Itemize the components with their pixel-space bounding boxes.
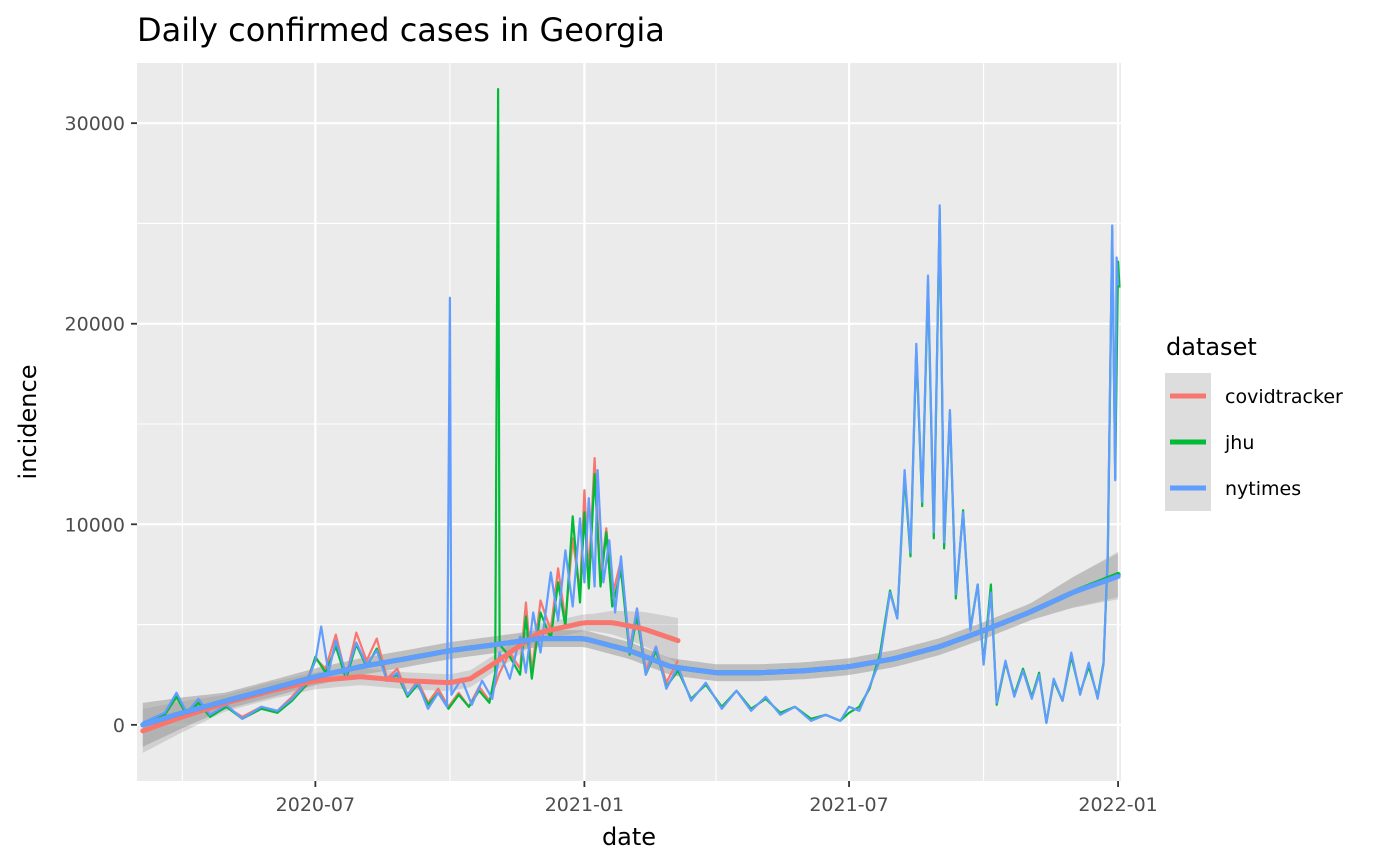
x-axis: 2020-07 2021-01 2021-07 2022-01: [276, 781, 1158, 816]
y-tick-label: 0: [113, 715, 125, 737]
legend: dataset covidtracker jhu nytimes: [1165, 333, 1343, 511]
major-gridlines: [137, 63, 1121, 781]
y-tick-label: 20000: [65, 314, 125, 336]
chart-title: Daily confirmed cases in Georgia: [137, 11, 665, 49]
x-axis-title: date: [602, 823, 656, 851]
legend-keys: covidtracker jhu nytimes: [1165, 373, 1343, 511]
legend-label-jhu: jhu: [1224, 432, 1254, 454]
x-tick-label: 2021-01: [545, 794, 624, 816]
trend-lines: [140, 571, 1121, 734]
y-axis-title: incidence: [14, 365, 42, 480]
legend-label-covidtracker: covidtracker: [1225, 386, 1343, 408]
x-tick-label: 2022-01: [1078, 794, 1157, 816]
x-tick-label: 2020-07: [276, 794, 355, 816]
trend-line-nytimes: [140, 573, 1121, 728]
legend-label-nytimes: nytimes: [1225, 478, 1301, 500]
y-axis: 0 10000 20000 30000: [65, 113, 137, 737]
y-tick-label: 30000: [65, 113, 125, 135]
y-tick-label: 10000: [65, 514, 125, 536]
plot-panel: [137, 63, 1121, 781]
legend-title: dataset: [1166, 333, 1257, 361]
x-tick-label: 2021-07: [809, 794, 888, 816]
